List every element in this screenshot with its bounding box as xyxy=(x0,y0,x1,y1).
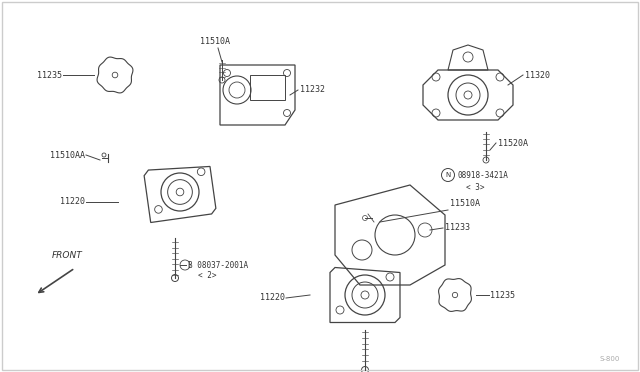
Text: S-800: S-800 xyxy=(600,356,620,362)
Text: < 2>: < 2> xyxy=(198,270,216,279)
Text: N: N xyxy=(445,172,451,178)
Text: B 08037-2001A: B 08037-2001A xyxy=(188,260,248,269)
Text: 11235: 11235 xyxy=(490,291,515,299)
Text: 11510AA: 11510AA xyxy=(50,151,85,160)
Text: 11510A: 11510A xyxy=(200,38,230,46)
Text: < 3>: < 3> xyxy=(466,183,484,192)
Text: FRONT: FRONT xyxy=(52,251,83,260)
Text: 11320: 11320 xyxy=(525,71,550,80)
Text: 11520A: 11520A xyxy=(498,138,528,148)
Text: 11220: 11220 xyxy=(60,198,85,206)
Text: 11235: 11235 xyxy=(37,71,62,80)
Text: 11220: 11220 xyxy=(260,294,285,302)
Text: 11233: 11233 xyxy=(445,224,470,232)
Text: 11232: 11232 xyxy=(300,86,325,94)
Text: 08918-3421A: 08918-3421A xyxy=(458,170,509,180)
Text: 11510A: 11510A xyxy=(450,199,480,208)
